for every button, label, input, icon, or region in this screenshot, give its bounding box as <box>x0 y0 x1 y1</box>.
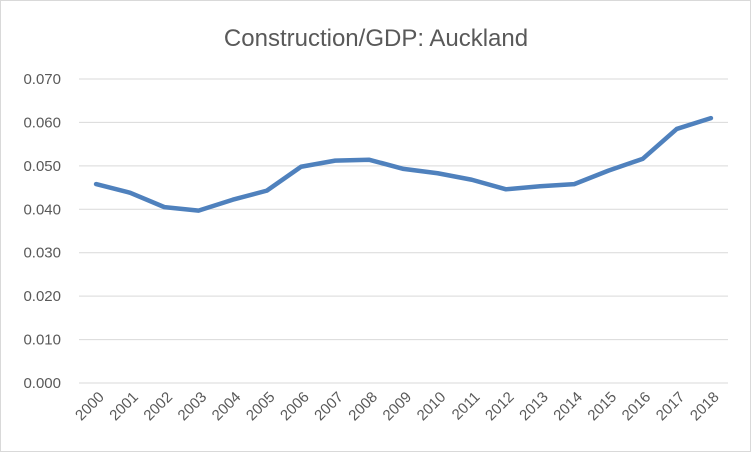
y-tick-label: 0.070 <box>23 71 61 88</box>
x-tick-label: 2009 <box>380 389 416 425</box>
x-tick-label: 2005 <box>243 389 279 425</box>
x-tick-label: 2012 <box>482 389 518 425</box>
y-tick-label: 0.010 <box>23 332 61 349</box>
x-tick-label: 2004 <box>209 389 245 425</box>
y-tick-label: 0.060 <box>23 114 61 131</box>
x-tick-label: 2000 <box>72 389 108 425</box>
x-tick-label: 2008 <box>345 389 381 425</box>
y-tick-label: 0.040 <box>23 201 61 218</box>
x-tick-label: 2010 <box>414 389 450 425</box>
y-axis-ticks: 0.000 0.010 0.020 0.030 0.040 0.050 0.060 0.070 <box>23 71 61 392</box>
x-tick-label: 2011 <box>449 389 484 424</box>
x-tick-label: 2017 <box>653 389 689 425</box>
gridlines <box>79 78 728 384</box>
y-tick-label: 0.000 <box>23 375 61 392</box>
x-tick-label: 2018 <box>687 389 723 425</box>
series-group <box>93 115 714 213</box>
y-tick-label: 0.020 <box>23 288 61 305</box>
series-line <box>93 115 714 213</box>
x-tick-label: 2003 <box>175 389 211 425</box>
x-tick-label: 2016 <box>619 389 655 425</box>
y-tick-label: 0.050 <box>23 158 61 175</box>
x-tick-label: 2002 <box>140 389 176 425</box>
chart-title: Construction/GDP: Auckland <box>224 25 528 52</box>
x-tick-label: 2007 <box>311 389 347 425</box>
x-tick-label: 2001 <box>106 389 142 425</box>
y-tick-label: 0.030 <box>23 245 61 262</box>
x-axis-ticks: 2000200120022003200420052006200720082009… <box>72 389 722 425</box>
x-tick-label: 2006 <box>277 389 313 425</box>
x-tick-label: 2014 <box>550 389 586 425</box>
x-tick-label: 2015 <box>584 389 620 425</box>
x-tick-label: 2013 <box>516 389 552 425</box>
